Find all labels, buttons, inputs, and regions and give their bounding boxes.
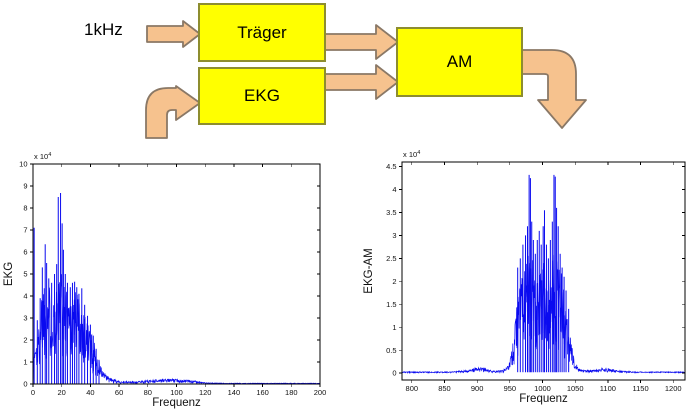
y-tick-label: 4.5: [386, 162, 396, 171]
y-tick-label: 3.5: [386, 208, 396, 217]
y-axis-label: EKG: [3, 262, 15, 286]
y-tick-label: 1.5: [386, 300, 396, 309]
x-tick-label: 40: [86, 388, 94, 397]
axes-box: [401, 161, 686, 381]
x-tick-label: 140: [228, 388, 241, 397]
x-tick-label: 1100: [600, 384, 616, 393]
block-traeger: Träger: [198, 3, 326, 62]
y-tick-label: 6: [23, 248, 27, 257]
x-tick-label: 180: [285, 388, 298, 397]
input-1khz-arrow-icon: [146, 20, 201, 48]
block-am-label: AM: [446, 52, 473, 71]
y-tick-label: 4: [392, 185, 396, 194]
y-tick-label: 2.5: [386, 254, 396, 263]
block-ekg-label: EKG: [244, 86, 280, 105]
x-tick-label: 80: [144, 388, 152, 397]
y-tick-label: 0: [23, 380, 27, 389]
spectrum-noise-line: [33, 274, 320, 384]
ekg-input-elbow-arrow-icon: [145, 85, 201, 139]
x-axis-label: Frequenz: [152, 397, 201, 409]
y-tick-label: 3: [23, 314, 27, 323]
y-tick-label: 8: [23, 204, 27, 213]
chart-ekg-am-spectrum: 800 850 900 950 1000 1050 1100 1150 1200 0 0.5 1 1.5…: [363, 150, 686, 405]
y-axis-exponent-label: x 104: [34, 152, 51, 161]
x-tick-label: 1200: [665, 384, 682, 393]
y-tick-label: 1: [23, 358, 27, 367]
am-modulation-block-diagram: 1kHz Träger EKG AM: [0, 0, 697, 150]
x-tick-label: 100: [170, 388, 183, 397]
y-tick-label: 0.5: [386, 346, 396, 355]
block-am: AM: [396, 27, 523, 97]
x-tick-label: 800: [406, 384, 419, 393]
am-output-elbow-arrow-icon: [519, 49, 587, 129]
x-tick-label: 160: [256, 388, 269, 397]
input-frequency-label: 1kHz: [84, 20, 123, 39]
x-tick-label: 200: [314, 388, 327, 397]
y-tick-label: 3: [392, 231, 396, 240]
spectrum-series: [402, 174, 685, 375]
y-tick-label: 9: [23, 182, 27, 191]
y-tick-label: 5: [23, 270, 27, 279]
y-axis-exponent-label: x 104: [403, 150, 420, 159]
ekg-to-am-arrow-icon: [323, 64, 399, 100]
x-tick-label: 1050: [567, 384, 584, 393]
diagram-arrows: [145, 20, 587, 139]
x-tick-label: 900: [471, 384, 484, 393]
axes-box: [32, 163, 321, 385]
x-tick-label: 950: [504, 384, 517, 393]
x-tick-label: 60: [115, 388, 123, 397]
y-axis-label: EKG-AM: [363, 248, 375, 293]
x-tick-label: 120: [199, 388, 212, 397]
y-tick-label: 0: [392, 369, 396, 378]
x-tick-label: 850: [438, 384, 451, 393]
y-tick-label: 4: [23, 292, 27, 301]
y-tick-label: 2: [392, 277, 396, 286]
block-ekg: EKG: [198, 67, 326, 125]
x-axis-label: Frequenz: [519, 393, 568, 405]
x-tick-label: 0: [31, 388, 35, 397]
block-traeger-label: Träger: [237, 22, 287, 42]
y-tick-label: 2: [23, 336, 27, 345]
spectrum-series: [33, 193, 320, 384]
x-tick-label: 1000: [534, 384, 551, 393]
x-tick-label: 1150: [632, 384, 648, 393]
x-tick-label: 20: [58, 388, 66, 397]
y-tick-label: 1: [392, 323, 396, 332]
y-tick-label: 10: [19, 160, 27, 169]
chart-ekg-spectrum: 0 20 40 60 80 100 120 140 160 180 200 0 1 2 3 4 5 6 7 8 9 10 x…: [3, 152, 327, 409]
traeger-to-am-arrow-icon: [323, 24, 399, 60]
y-tick-label: 7: [23, 226, 27, 235]
